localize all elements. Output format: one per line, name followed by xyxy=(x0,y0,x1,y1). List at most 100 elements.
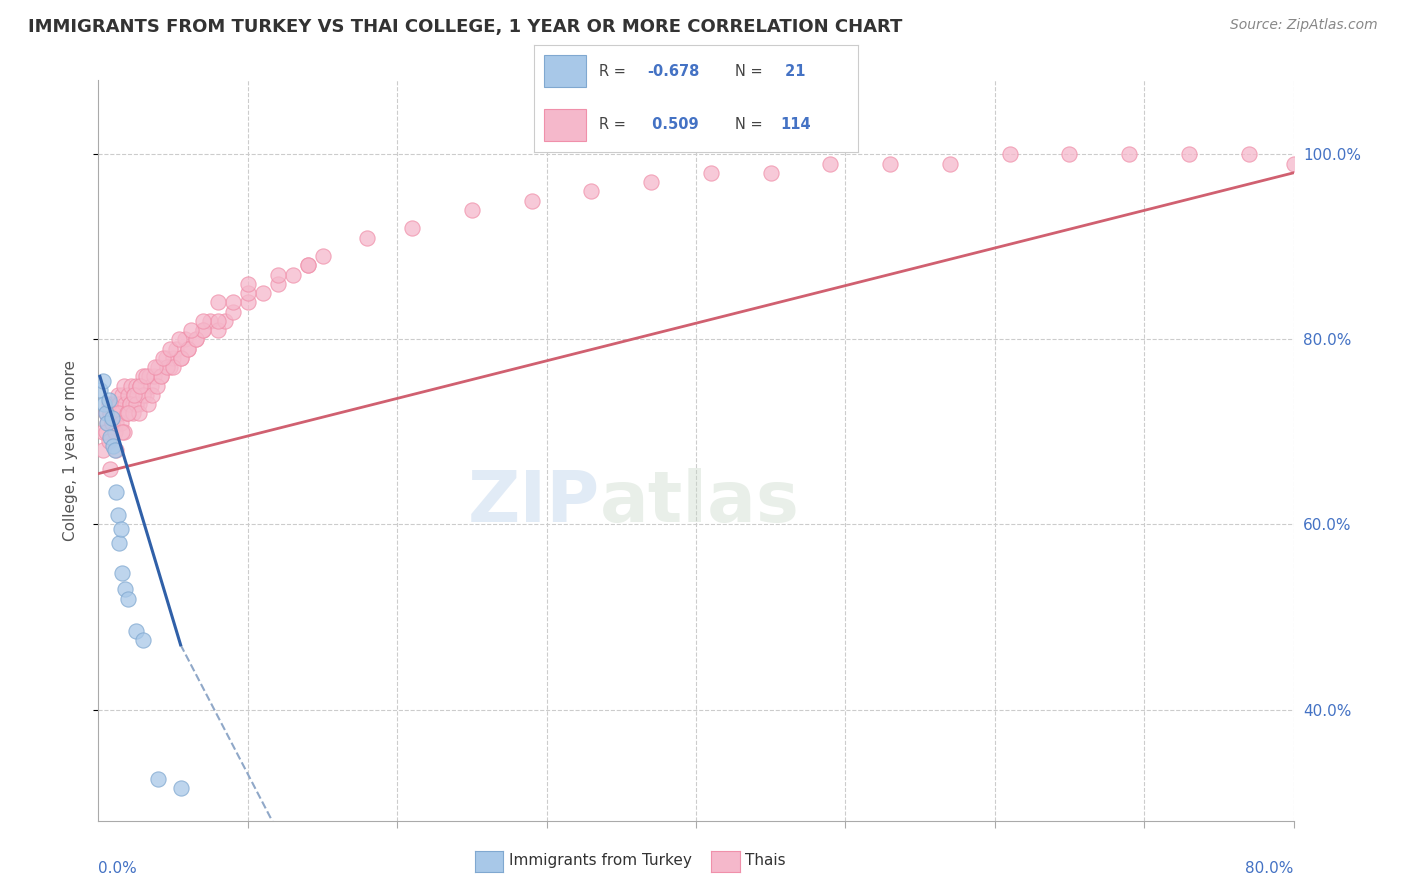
Text: R =: R = xyxy=(599,64,630,78)
Point xyxy=(207,323,229,337)
Point xyxy=(165,342,187,356)
Point xyxy=(98,407,122,421)
Point xyxy=(96,416,118,430)
Point xyxy=(177,342,200,356)
Point xyxy=(184,332,207,346)
Point xyxy=(117,388,139,402)
Point xyxy=(118,397,141,411)
Point xyxy=(110,416,132,430)
Point xyxy=(236,295,259,310)
Point xyxy=(520,194,543,208)
Point xyxy=(127,388,149,402)
Point xyxy=(105,416,128,430)
Point xyxy=(136,397,159,411)
Point xyxy=(125,397,148,411)
Point xyxy=(125,624,148,638)
Point xyxy=(150,369,173,384)
Text: IMMIGRANTS FROM TURKEY VS THAI COLLEGE, 1 YEAR OR MORE CORRELATION CHART: IMMIGRANTS FROM TURKEY VS THAI COLLEGE, … xyxy=(28,18,903,36)
Text: 0.0%: 0.0% xyxy=(98,862,138,876)
Point xyxy=(115,407,138,421)
Point xyxy=(117,407,139,421)
Point xyxy=(125,378,148,392)
Point xyxy=(581,185,603,199)
Point xyxy=(148,360,170,375)
Point xyxy=(104,443,127,458)
Point xyxy=(180,323,202,337)
Point xyxy=(91,443,114,458)
Point xyxy=(311,249,333,263)
Point xyxy=(110,407,132,421)
Point xyxy=(97,392,120,407)
Point xyxy=(115,407,138,421)
Text: Source: ZipAtlas.com: Source: ZipAtlas.com xyxy=(1230,18,1378,32)
Point xyxy=(91,374,114,388)
Point xyxy=(281,268,304,282)
Point xyxy=(222,295,245,310)
Text: Thais: Thais xyxy=(745,854,786,868)
Point xyxy=(162,360,184,375)
Point xyxy=(98,462,122,476)
Point xyxy=(94,407,117,421)
Point xyxy=(640,175,662,189)
Point xyxy=(105,485,128,500)
Point xyxy=(142,369,165,384)
Point xyxy=(236,277,259,291)
Point xyxy=(267,268,290,282)
Point xyxy=(135,388,157,402)
Point xyxy=(1282,156,1305,170)
Point xyxy=(111,566,134,580)
Point xyxy=(145,378,167,392)
Point xyxy=(156,360,179,375)
Point xyxy=(236,286,259,301)
Point xyxy=(191,323,214,337)
Point xyxy=(143,360,166,375)
Point xyxy=(111,425,134,439)
Point xyxy=(461,202,484,217)
Point xyxy=(148,772,170,786)
Text: -0.678: -0.678 xyxy=(647,64,700,78)
Point xyxy=(191,323,214,337)
Point xyxy=(94,425,117,439)
Point xyxy=(101,416,124,430)
Point xyxy=(111,388,134,402)
Point xyxy=(114,582,136,597)
Point xyxy=(1178,147,1201,161)
Point xyxy=(117,591,139,606)
Text: 0.509: 0.509 xyxy=(647,118,699,132)
Point xyxy=(159,360,181,375)
Y-axis label: College, 1 year or more: College, 1 year or more xyxy=(63,360,77,541)
Point xyxy=(129,378,152,392)
Point xyxy=(998,147,1021,161)
Text: ZIP: ZIP xyxy=(468,467,600,537)
Point xyxy=(94,407,117,421)
Point xyxy=(267,277,290,291)
Point xyxy=(155,351,177,365)
Point xyxy=(169,351,191,365)
Point xyxy=(104,425,127,439)
Point xyxy=(124,388,146,402)
Point xyxy=(103,397,125,411)
Point xyxy=(200,314,222,328)
Point xyxy=(174,332,197,346)
Text: 80.0%: 80.0% xyxy=(1246,862,1294,876)
Point xyxy=(112,378,135,392)
Point xyxy=(114,397,136,411)
Point xyxy=(108,536,131,550)
Point xyxy=(222,304,245,318)
Point xyxy=(879,156,901,170)
Point xyxy=(759,166,782,180)
Point xyxy=(105,443,128,458)
Point xyxy=(132,388,155,402)
Point xyxy=(96,416,118,430)
Point xyxy=(207,295,229,310)
Point xyxy=(129,378,152,392)
Point xyxy=(112,425,135,439)
Point xyxy=(103,439,125,453)
Point xyxy=(939,156,962,170)
Point xyxy=(101,411,124,425)
Point xyxy=(108,397,131,411)
Point xyxy=(152,351,174,365)
Point xyxy=(107,388,129,402)
Point xyxy=(120,378,142,392)
Point xyxy=(121,407,143,421)
